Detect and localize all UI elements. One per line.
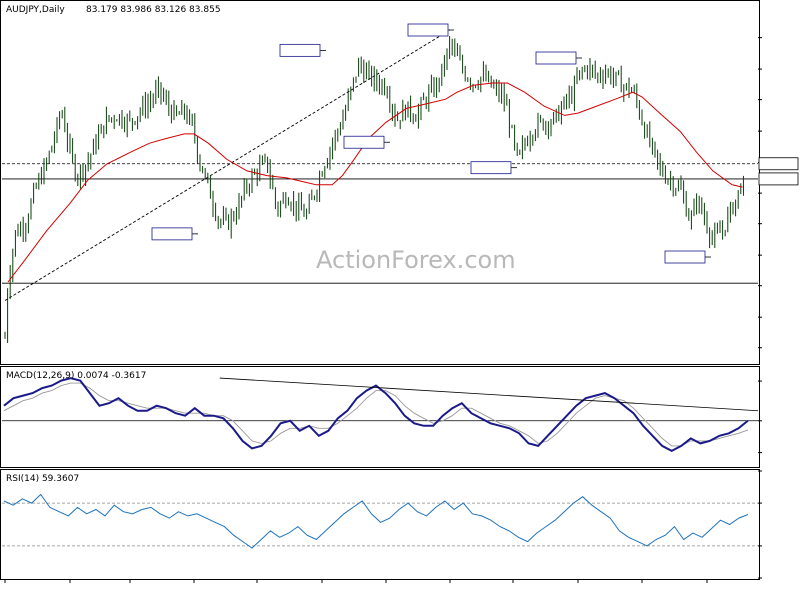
- price-panel-ohlc: 83.179 83.986 83.126 83.855: [86, 5, 221, 15]
- level-box: [758, 157, 799, 171]
- annotation-box: [343, 135, 385, 149]
- macd-trendline: [219, 377, 759, 412]
- date-axis: [4, 579, 708, 583]
- annotation-box: [279, 43, 321, 57]
- annotation-box: [664, 250, 706, 264]
- macd-line: [3, 377, 749, 453]
- price-panel-border: [0, 0, 760, 365]
- moving-average-line: [7, 82, 743, 283]
- rsi-panel-border: [0, 469, 760, 580]
- macd-panel: [2, 377, 762, 454]
- macd-panel-border: [0, 366, 760, 468]
- rsi-panel-header: RSI(14) 59.3607: [6, 474, 79, 484]
- macd-panel-header: MACD(12,26,9) 0.0074 -0.3617: [6, 371, 146, 381]
- annotation-box: [151, 227, 193, 241]
- price-panel-symbol: AUDJPY,Daily: [6, 5, 65, 15]
- level-box: [758, 172, 799, 186]
- dashed-trendline: [4, 29, 451, 301]
- watermark-text: ActionForex.com: [316, 246, 516, 274]
- macd-signal-line: [3, 382, 749, 447]
- annotation-box: [407, 23, 449, 37]
- rsi-panel: [2, 470, 762, 579]
- annotation-box: [535, 51, 577, 65]
- rsi-line: [3, 493, 749, 549]
- price-panel: [2, 23, 799, 349]
- candlestick-series: [4, 36, 744, 343]
- annotation-box: [470, 161, 512, 175]
